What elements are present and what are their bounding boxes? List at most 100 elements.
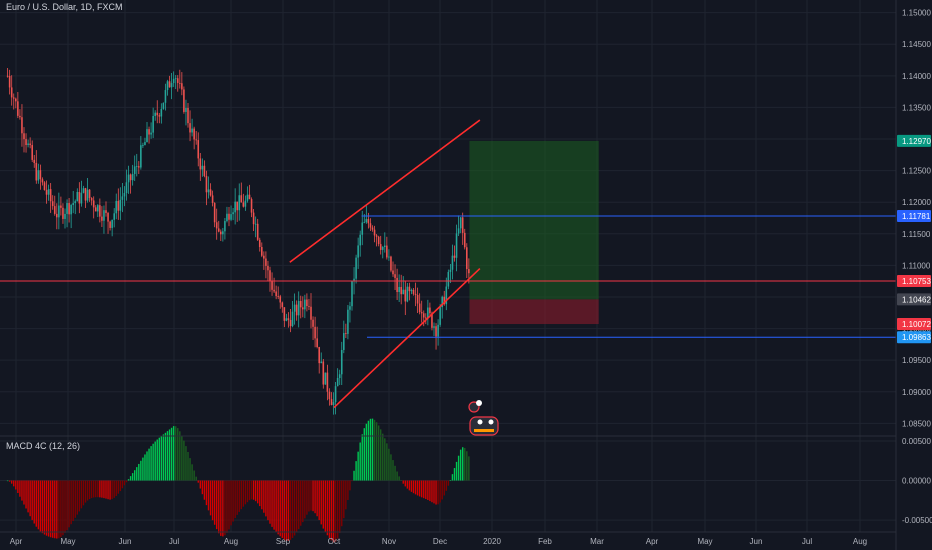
price-candles [6,68,470,415]
macd-bar [8,480,11,482]
time-tick-label: May [60,537,75,546]
candle-body [144,142,146,146]
macd-bar [277,480,279,535]
candle-body [125,182,128,194]
time-axis[interactable]: Apr May Jun Jul Aug Sep Oct Nov Dec 2020 Feb Mar Apr… [10,537,867,546]
macd-bar [390,454,392,481]
macd-bar [377,425,380,481]
candle-body [332,402,335,405]
macd-bar [466,451,468,481]
candle-body [236,201,238,211]
channel-trendline[interactable] [333,267,481,409]
candle-body [437,324,439,337]
candle-body [99,205,101,217]
candle-body [138,166,140,168]
macd-bar [74,480,76,518]
macd-bar [347,480,349,500]
macd-bar [365,423,368,481]
candle-body [250,199,253,213]
time-tick-label: Jul [169,537,179,546]
candle-body [324,372,327,385]
macd-bar [396,471,398,481]
macd-bar [367,420,370,481]
macd-bar [324,480,327,533]
macd-bar [252,480,255,500]
candle-body [51,201,54,207]
macd-bar [142,457,144,481]
candle-body [302,307,304,310]
candle-body [12,97,15,99]
candle-body [103,210,105,221]
macd-tick-label: 0.00500 [902,437,931,446]
macd-bar [119,480,122,492]
macd-bar [191,464,193,481]
macd-bar [70,480,72,525]
macd-bar [39,480,42,532]
macd-bar [68,480,70,528]
candle-body [359,234,361,246]
candle-body [349,306,351,310]
macd-bar [265,480,267,517]
channel-trendline[interactable] [289,119,481,263]
long-position-box[interactable] [469,140,599,325]
macd-bar [86,480,89,501]
macd-bar [457,455,460,481]
macd-bar [412,480,415,494]
macd-bar [172,426,175,481]
candle-body [287,318,290,320]
macd-bar [13,480,15,487]
macd-bar [66,480,68,531]
candle-body [306,299,308,307]
macd-bar [150,446,152,481]
macd-title[interactable]: MACD 4C (12, 26) [6,441,80,451]
macd-axis[interactable]: 0.00500 0.00000 -0.00500 [902,437,932,525]
take-profit-zone[interactable] [469,140,599,300]
candle-body [293,304,296,312]
macd-bar [154,441,156,481]
candle-body [82,188,85,193]
candle-body [433,326,435,328]
horizontal-lines[interactable] [0,215,896,338]
time-tick-label: Apr [10,537,23,546]
candle-body [400,286,402,295]
macd-bar [388,448,390,481]
macd-bar [162,434,165,481]
macd-bar [312,480,314,512]
candle-body [224,221,226,232]
macd-bar [222,480,224,537]
candle-body [295,304,298,316]
price-tick-label: 1.14500 [902,40,931,49]
price-tick-label: 1.08500 [902,419,931,428]
macd-bar [248,480,251,501]
candle-body [277,296,279,297]
stop-loss-zone[interactable] [469,299,599,325]
candle-body [199,158,202,170]
candle-body [21,117,23,134]
candle-body [176,78,179,83]
macd-bar [185,446,187,481]
ascending-channel[interactable] [289,119,481,409]
candle-body [191,128,193,133]
candle-body [412,289,415,294]
candle-body [299,301,302,308]
macd-bar [328,480,331,538]
macd-bar [209,480,212,516]
macd-bar [166,431,169,481]
macd-bar [291,480,294,538]
candle-body [94,207,97,212]
candle-body [355,257,357,279]
macd-bar [386,443,388,481]
dividend-event-icon[interactable] [469,416,499,436]
macd-bar [425,480,427,500]
candle-body [49,189,52,202]
candle-body [466,247,468,270]
candle-body [172,78,175,84]
macd-bar [382,433,384,481]
symbol-title[interactable]: Euro / U.S. Dollar, 1D, FXCM [6,2,123,12]
event-markers[interactable] [468,400,499,436]
macd-bar [261,480,263,510]
macd-bar [60,480,62,538]
candle-body [170,83,173,88]
macd-bar [177,428,179,481]
